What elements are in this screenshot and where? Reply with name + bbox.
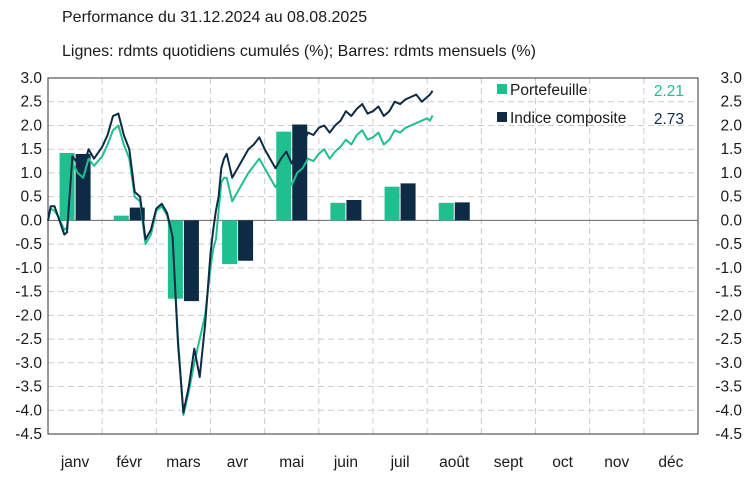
chart-title: Performance du 31.12.2024 au 08.08.2025 bbox=[62, 9, 368, 26]
bar-portefeuille bbox=[222, 220, 238, 265]
x-tick-label: août bbox=[439, 454, 470, 471]
bar-portefeuille bbox=[113, 215, 129, 221]
bar-indice-composite bbox=[400, 183, 416, 221]
x-tick-label: sept bbox=[494, 454, 524, 471]
y-tick-label-left: -4.0 bbox=[15, 402, 42, 419]
y-tick-label-right: -2.0 bbox=[715, 307, 742, 324]
y-tick-label-left: 2.0 bbox=[20, 117, 42, 134]
x-tick-label: mars bbox=[166, 454, 201, 471]
y-tick-label-right: -0.5 bbox=[715, 236, 742, 253]
plot-frame bbox=[47, 77, 699, 435]
chart-subtitle: Lignes: rdmts quotidiens cumulés (%); Ba… bbox=[62, 43, 536, 60]
x-tick-label: févr bbox=[116, 454, 142, 471]
y-tick-label-right: -1.0 bbox=[715, 260, 742, 277]
y-tick-label-left: 3.0 bbox=[20, 70, 42, 87]
legend-label: Indice composite bbox=[510, 110, 626, 127]
y-tick-label-left: 0.5 bbox=[20, 189, 42, 206]
bar-indice-composite bbox=[238, 220, 254, 261]
legend-value: 2.73 bbox=[654, 111, 684, 128]
y-tick-label-left: -2.5 bbox=[15, 331, 42, 348]
x-tick-label: nov bbox=[604, 454, 629, 471]
y-tick-label-left: -2.0 bbox=[15, 307, 42, 324]
x-tick-label: juil bbox=[390, 454, 410, 471]
y-tick-label-right: 0.0 bbox=[720, 212, 742, 229]
y-tick-label-left: -1.5 bbox=[15, 284, 42, 301]
x-tick-label: avr bbox=[227, 454, 249, 471]
y-tick-label-left: 2.5 bbox=[20, 94, 42, 111]
y-tick-label-right: 2.0 bbox=[720, 117, 742, 134]
legend-value: 2.21 bbox=[654, 83, 684, 100]
bar-indice-composite bbox=[75, 153, 91, 221]
y-tick-label-right: 1.5 bbox=[720, 141, 742, 158]
y-tick-label-right: -1.5 bbox=[715, 284, 742, 301]
y-tick-label-right: -3.5 bbox=[715, 379, 742, 396]
bar-indice-composite bbox=[346, 199, 362, 221]
bar-portefeuille bbox=[330, 202, 346, 221]
y-tick-label-left: 0.0 bbox=[20, 212, 42, 229]
y-tick-label-left: -3.5 bbox=[15, 379, 42, 396]
y-tick-label-left: 1.5 bbox=[20, 141, 42, 158]
x-tick-label: déc bbox=[658, 454, 683, 471]
y-tick-label-left: -4.5 bbox=[15, 426, 42, 443]
y-tick-label-left: 1.0 bbox=[20, 165, 42, 182]
bar-portefeuille bbox=[384, 186, 400, 221]
bar-indice-composite bbox=[292, 124, 308, 221]
legend-swatch bbox=[497, 112, 507, 122]
y-tick-label-left: -1.0 bbox=[15, 260, 42, 277]
y-tick-label-left: -3.0 bbox=[15, 355, 42, 372]
bar-indice-composite bbox=[183, 220, 199, 302]
y-tick-label-right: -4.0 bbox=[715, 402, 742, 419]
x-tick-label: juin bbox=[333, 454, 358, 471]
x-tick-label: janv bbox=[60, 454, 90, 471]
legend-swatch bbox=[497, 84, 507, 94]
line-indice-composite bbox=[47, 90, 434, 414]
y-tick-label-right: 1.0 bbox=[720, 165, 742, 182]
y-tick-label-right: -3.0 bbox=[715, 355, 742, 372]
line-portefeuille bbox=[47, 115, 434, 416]
bar-indice-composite bbox=[454, 202, 470, 221]
y-tick-label-left: -0.5 bbox=[15, 236, 42, 253]
y-tick-label-right: 0.5 bbox=[720, 189, 742, 206]
x-tick-label: oct bbox=[552, 454, 573, 471]
y-tick-label-right: 3.0 bbox=[720, 70, 742, 87]
bar-portefeuille bbox=[438, 202, 454, 221]
legend-label: Portefeuille bbox=[510, 82, 588, 99]
x-tick-label: mai bbox=[279, 454, 304, 471]
y-tick-label-right: 2.5 bbox=[720, 94, 742, 111]
y-tick-label-right: -4.5 bbox=[715, 426, 742, 443]
y-tick-label-right: -2.5 bbox=[715, 331, 742, 348]
